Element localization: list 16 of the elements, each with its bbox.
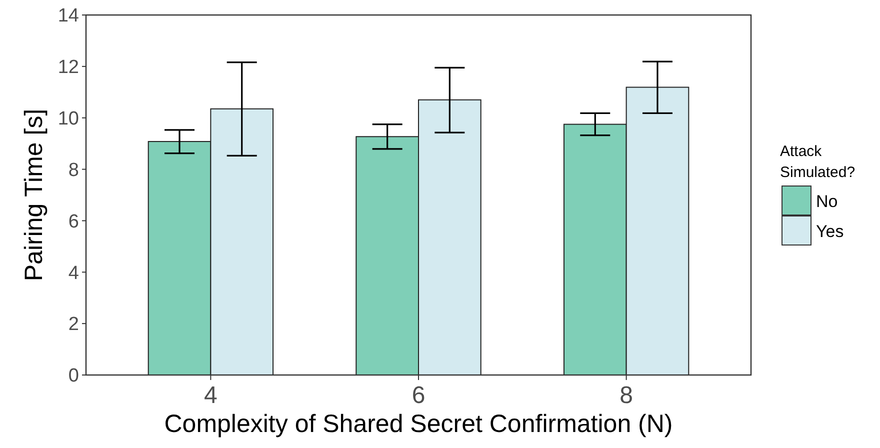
legend-title: Attack Simulated? — [780, 143, 856, 181]
y-tick-label: 12 — [58, 57, 79, 78]
y-tick-label: 8 — [68, 160, 79, 181]
y-tick-label: 2 — [68, 314, 79, 336]
x-tick-label: 4 — [204, 382, 218, 409]
y-tick-label: 4 — [68, 262, 80, 284]
legend-label: Yes — [816, 222, 844, 241]
y-tick-label: 6 — [68, 211, 79, 232]
legend-label: No — [816, 192, 838, 211]
y-axis-title: Pairing Time [s] — [20, 108, 48, 282]
x-tick-label: 6 — [412, 382, 426, 409]
y-tick-label: 10 — [58, 108, 79, 130]
x-tick-label: 8 — [620, 382, 633, 409]
y-tick-label: 0 — [68, 366, 79, 387]
x-axis-title: Complexity of Shared Secret Confirmation (N) — [164, 410, 673, 438]
y-tick-label: 14 — [58, 6, 80, 27]
